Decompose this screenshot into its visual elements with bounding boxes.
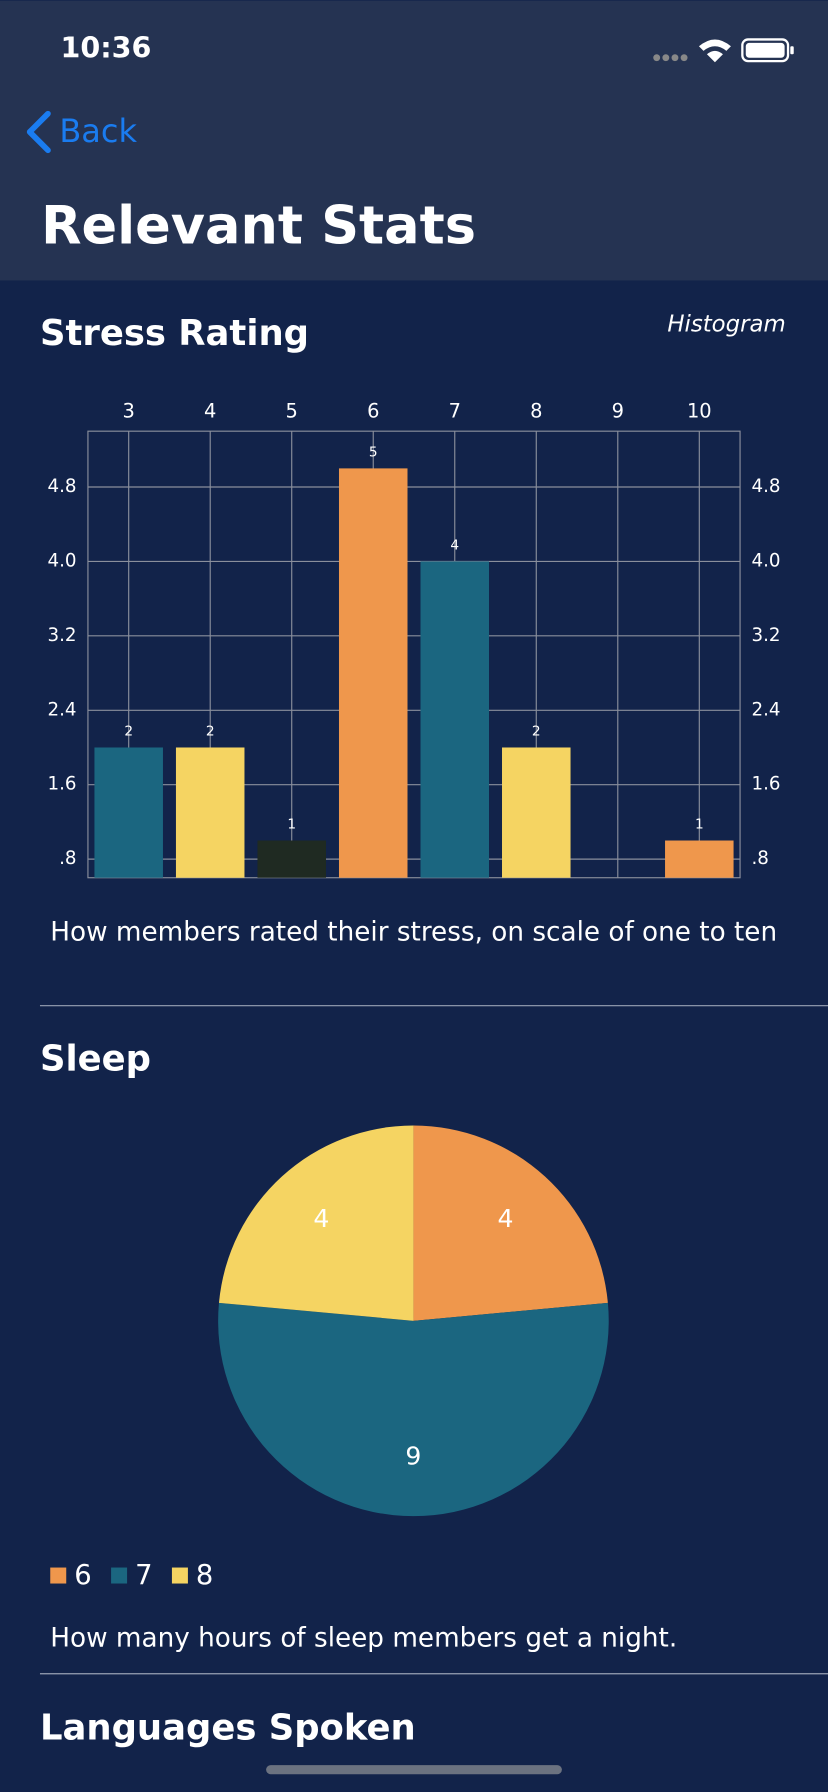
- data-label: 1: [287, 817, 296, 833]
- header-background: [0, 0, 828, 281]
- legend-label: 7: [135, 1560, 152, 1591]
- caption-box: How many hours of sleep members get a ni…: [50, 1623, 678, 1654]
- data-label: 1: [695, 817, 704, 833]
- x-tick-label: 6: [367, 399, 379, 422]
- back-label[interactable]: Back: [59, 112, 137, 150]
- y-tick-label: .8: [59, 848, 76, 869]
- bar: [94, 747, 163, 878]
- y-tick-label: 4.8: [47, 476, 76, 497]
- data-label: 2: [124, 723, 133, 739]
- legend-label: 8: [196, 1560, 213, 1591]
- chart-subtitle: Histogram: [667, 311, 785, 337]
- y-tick-label: 3.2: [47, 625, 76, 646]
- data-label: 4: [313, 1204, 329, 1233]
- x-tick-label: 5: [286, 399, 298, 422]
- x-tick-label: 3: [123, 399, 135, 422]
- y-tick-label: 4.0: [47, 550, 76, 571]
- legend-swatch: [111, 1567, 128, 1584]
- y-tick-label-right: 3.2: [751, 625, 780, 646]
- pie-slice: [218, 1125, 414, 1321]
- status-icons: [653, 38, 794, 63]
- data-label: 9: [405, 1442, 421, 1471]
- bar: [502, 747, 571, 878]
- chart-caption: How many hours of sleep members get a ni…: [50, 1623, 678, 1654]
- x-tick-label: 7: [449, 399, 461, 422]
- legend-swatch: [50, 1567, 67, 1584]
- x-tick-label: 4: [204, 399, 216, 422]
- data-label: 5: [369, 444, 378, 460]
- bar: [420, 561, 490, 878]
- y-tick-label-right: .8: [751, 848, 768, 869]
- bar: [257, 840, 326, 878]
- chart-title: Sleep: [40, 1038, 151, 1079]
- pie-slice: [218, 1302, 609, 1517]
- legend-label: 6: [74, 1560, 91, 1591]
- y-tick-label: 1.6: [47, 774, 76, 795]
- y-tick-label: 2.4: [47, 699, 76, 720]
- y-tick-label-right: 4.0: [751, 550, 780, 571]
- home-indicator: [266, 1765, 562, 1775]
- data-label: 2: [206, 723, 215, 739]
- section-title: Languages Spoken: [40, 1708, 416, 1749]
- chart-caption: How members rated their stress, on scale…: [50, 917, 778, 948]
- bar: [338, 468, 408, 878]
- bar: [665, 840, 734, 878]
- back-button[interactable]: Back: [26, 110, 138, 154]
- x-tick-label: 10: [687, 399, 712, 422]
- chart-title: Stress Rating: [40, 313, 309, 354]
- x-tick-label: 9: [612, 399, 624, 422]
- bar: [175, 747, 245, 878]
- plot-frame: [87, 430, 741, 879]
- caption-box: How members rated their stress, on scale…: [50, 917, 778, 948]
- x-tick-label: 8: [530, 399, 542, 422]
- data-label: 4: [450, 537, 459, 553]
- data-label: 4: [498, 1204, 514, 1233]
- y-tick-label-right: 4.8: [751, 476, 780, 497]
- y-tick-label-right: 2.4: [751, 699, 780, 720]
- status-time: 10:36: [61, 31, 152, 65]
- legend-swatch: [171, 1567, 188, 1584]
- pie-slice: [413, 1125, 608, 1321]
- y-tick-label-right: 1.6: [751, 774, 780, 795]
- page-title: Relevant Stats: [41, 196, 476, 257]
- data-label: 2: [532, 723, 541, 739]
